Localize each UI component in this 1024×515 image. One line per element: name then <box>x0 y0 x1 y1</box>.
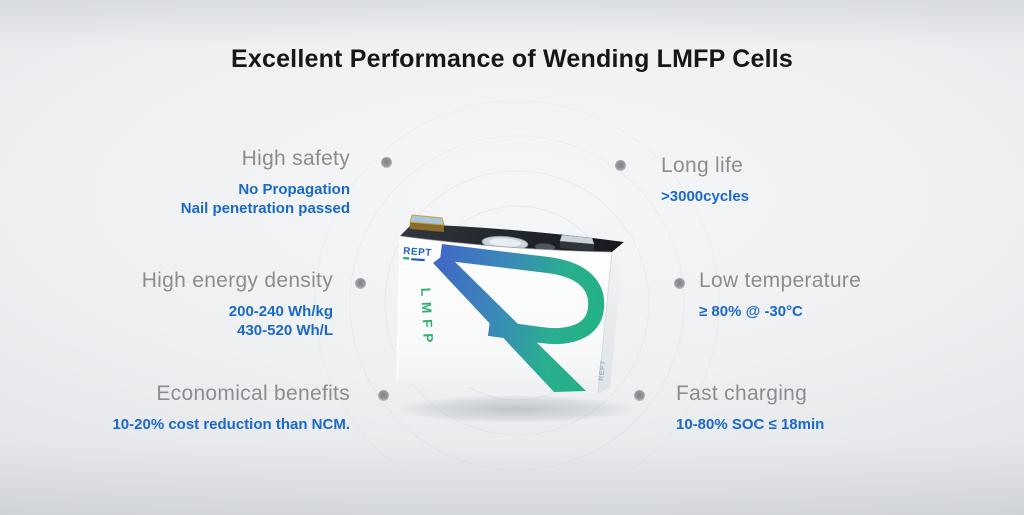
battery-side-face <box>598 242 624 393</box>
feature-low-temperature: Low temperature ≥ 80% @ -30°C <box>699 268 861 321</box>
feature-marker-dot <box>381 157 392 168</box>
feature-heading: Fast charging <box>676 382 808 405</box>
battery-shadow <box>396 395 636 423</box>
feature-detail: 200-240 Wh/kg <box>228 303 333 320</box>
page-title: Excellent Performance of Wending LMFP Ce… <box>231 45 793 73</box>
feature-marker-dot <box>615 160 626 171</box>
feature-marker-dot <box>634 390 645 401</box>
rept-brand-text: REPT <box>403 246 432 259</box>
feature-heading: High safety <box>241 147 350 170</box>
feature-marker-dot <box>378 390 389 401</box>
feature-economical-benefits: Economical benefits 10-20% cost reductio… <box>112 381 350 434</box>
feature-detail: No Propagation <box>238 181 350 198</box>
feature-detail: Nail penetration passed <box>180 200 350 217</box>
feature-high-energy-density: High energy density 200-240 Wh/kg 430-52… <box>142 268 333 340</box>
feature-detail: >3000cycles <box>661 188 750 205</box>
feature-high-safety: High safety No Propagation Nail penetrat… <box>181 146 350 218</box>
feature-heading: Low temperature <box>699 269 862 292</box>
feature-fast-charging: Fast charging 10-80% SOC ≤ 18min <box>676 381 824 434</box>
feature-heading: Long life <box>661 154 744 177</box>
battery-svg: REPT LMFP REPT <box>314 100 720 506</box>
feature-detail: ≥ 80% @ -30°C <box>699 303 803 320</box>
rept-side-watermark: REPT <box>598 360 607 382</box>
feature-marker-dot <box>674 278 685 289</box>
feature-heading: Economical benefits <box>156 382 350 405</box>
feature-heading: High energy density <box>141 269 333 292</box>
rept-r-logo <box>433 244 605 392</box>
feature-detail: 10-20% cost reduction than NCM. <box>112 416 350 433</box>
battery-terminal-right <box>559 234 595 251</box>
rept-brand-mark: REPT <box>403 246 432 262</box>
feature-detail: 430-520 Wh/L <box>237 322 333 339</box>
feature-detail: 10-80% SOC ≤ 18min <box>676 416 825 433</box>
battery-terminal-left <box>409 214 445 232</box>
battery-illustration: REPT LMFP REPT <box>295 100 735 506</box>
feature-long-life: Long life >3000cycles <box>661 153 749 206</box>
lmfp-label: LMFP <box>418 287 436 348</box>
feature-marker-dot <box>355 278 366 289</box>
